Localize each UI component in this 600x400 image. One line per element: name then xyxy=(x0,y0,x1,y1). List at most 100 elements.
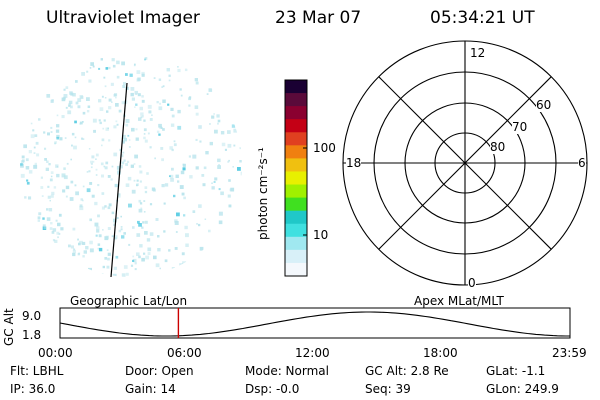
seq-status: Seq: 39 xyxy=(365,382,411,396)
gain-status: Gain: 14 xyxy=(125,382,176,396)
aurora-speckle xyxy=(87,105,91,108)
aurora-speckle xyxy=(54,142,56,145)
aurora-speckle xyxy=(149,146,152,149)
aurora-speckle xyxy=(73,145,77,150)
aurora-speckle xyxy=(117,170,121,175)
aurora-speckle xyxy=(100,162,104,166)
aurora-speckle xyxy=(208,229,211,233)
aurora-speckle xyxy=(203,166,207,170)
aurora-speckle xyxy=(127,134,130,137)
aurora-speckle xyxy=(151,114,153,116)
instrument-title: Ultraviolet Imager xyxy=(46,8,200,28)
aurora-speckle xyxy=(107,227,111,230)
aurora-speckle xyxy=(153,255,157,260)
aurora-speckle xyxy=(47,132,50,136)
aurora-speckle xyxy=(74,120,77,124)
aurora-speckle xyxy=(99,107,104,111)
aurora-speckle xyxy=(133,258,137,263)
aurora-speckle xyxy=(130,87,135,91)
aurora-speckle xyxy=(56,136,59,140)
aurora-speckle xyxy=(182,167,186,171)
aurora-speckle xyxy=(121,101,125,105)
aurora-speckle xyxy=(128,203,132,208)
aurora-speckle xyxy=(156,130,160,134)
aurora-speckle xyxy=(177,180,180,183)
aurora-speckle xyxy=(141,115,144,118)
aurora-speckle xyxy=(183,196,186,200)
aurora-speckle xyxy=(97,243,101,246)
aurora-speckle xyxy=(157,235,160,238)
aurora-speckle xyxy=(114,93,118,97)
aurora-speckle xyxy=(44,158,47,161)
aurora-speckle xyxy=(20,163,23,166)
aurora-speckle xyxy=(145,255,149,260)
aurora-speckle xyxy=(173,143,177,147)
aurora-speckle xyxy=(119,164,123,169)
aurora-speckle xyxy=(153,77,156,79)
aurora-speckle xyxy=(65,106,68,109)
aurora-speckle xyxy=(86,97,90,101)
aurora-speckle xyxy=(89,67,92,69)
apex-title: Apex MLat/MLT xyxy=(414,294,504,308)
aurora-speckle xyxy=(232,166,234,168)
aurora-speckle xyxy=(111,58,115,62)
aurora-speckle xyxy=(85,246,89,250)
aurora-speckle xyxy=(134,63,136,66)
aurora-speckle xyxy=(174,219,178,223)
aurora-speckle xyxy=(169,174,174,179)
aurora-speckle xyxy=(168,249,171,252)
lat-label-80: 80 xyxy=(490,140,506,154)
aurora-speckle xyxy=(170,123,175,127)
aurora-speckle xyxy=(126,160,130,163)
aurora-speckle xyxy=(185,233,189,238)
aurora-speckle xyxy=(56,134,60,139)
colorbar-swatch xyxy=(285,236,307,251)
aurora-speckle xyxy=(56,165,59,168)
aurora-speckle xyxy=(131,97,135,101)
aurora-speckle xyxy=(171,114,175,118)
aurora-speckle xyxy=(57,236,59,239)
aurora-speckle xyxy=(82,241,86,245)
aurora-speckle xyxy=(195,138,198,141)
aurora-speckle xyxy=(107,206,111,210)
aurora-speckle xyxy=(106,249,109,251)
aurora-speckle xyxy=(218,211,223,216)
aurora-speckle xyxy=(50,222,53,225)
aurora-speckle xyxy=(138,255,141,259)
aurora-speckle xyxy=(209,123,211,125)
aurora-speckle xyxy=(43,131,46,134)
aurora-speckle xyxy=(131,189,136,194)
aurora-speckle xyxy=(121,61,125,66)
colorbar-swatch xyxy=(285,223,307,238)
gc-alt-status: GC Alt: 2.8 Re xyxy=(365,364,449,378)
aurora-speckle xyxy=(86,70,89,73)
aurora-speckle xyxy=(175,231,178,233)
aurora-speckle xyxy=(75,191,79,196)
aurora-speckle xyxy=(164,183,169,187)
aurora-speckle xyxy=(121,273,126,277)
aurora-speckle xyxy=(147,247,152,252)
aurora-speckle xyxy=(155,218,159,221)
aurora-speckle xyxy=(144,57,148,60)
colorbar-swatch xyxy=(285,132,307,146)
aurora-speckle xyxy=(128,146,131,148)
aurora-speckle xyxy=(158,106,163,111)
aurora-speckle xyxy=(52,239,56,242)
aurora-speckle xyxy=(171,148,174,152)
aurora-speckle xyxy=(20,173,25,178)
aurora-speckle xyxy=(28,150,32,154)
aurora-speckle xyxy=(65,195,68,198)
aurora-speckle xyxy=(179,88,182,91)
aurora-speckle xyxy=(161,86,164,88)
aurora-speckle xyxy=(113,152,118,157)
aurora-speckle xyxy=(128,243,131,246)
aurora-speckle xyxy=(192,154,197,159)
aurora-speckle xyxy=(98,234,102,238)
aurora-speckle xyxy=(161,158,164,162)
aurora-speckle xyxy=(50,99,54,103)
aurora-speckle xyxy=(64,137,67,139)
aurora-speckle xyxy=(72,252,76,257)
aurora-speckle xyxy=(139,180,142,183)
aurora-speckle xyxy=(144,220,148,224)
aurora-speckle xyxy=(106,110,109,113)
